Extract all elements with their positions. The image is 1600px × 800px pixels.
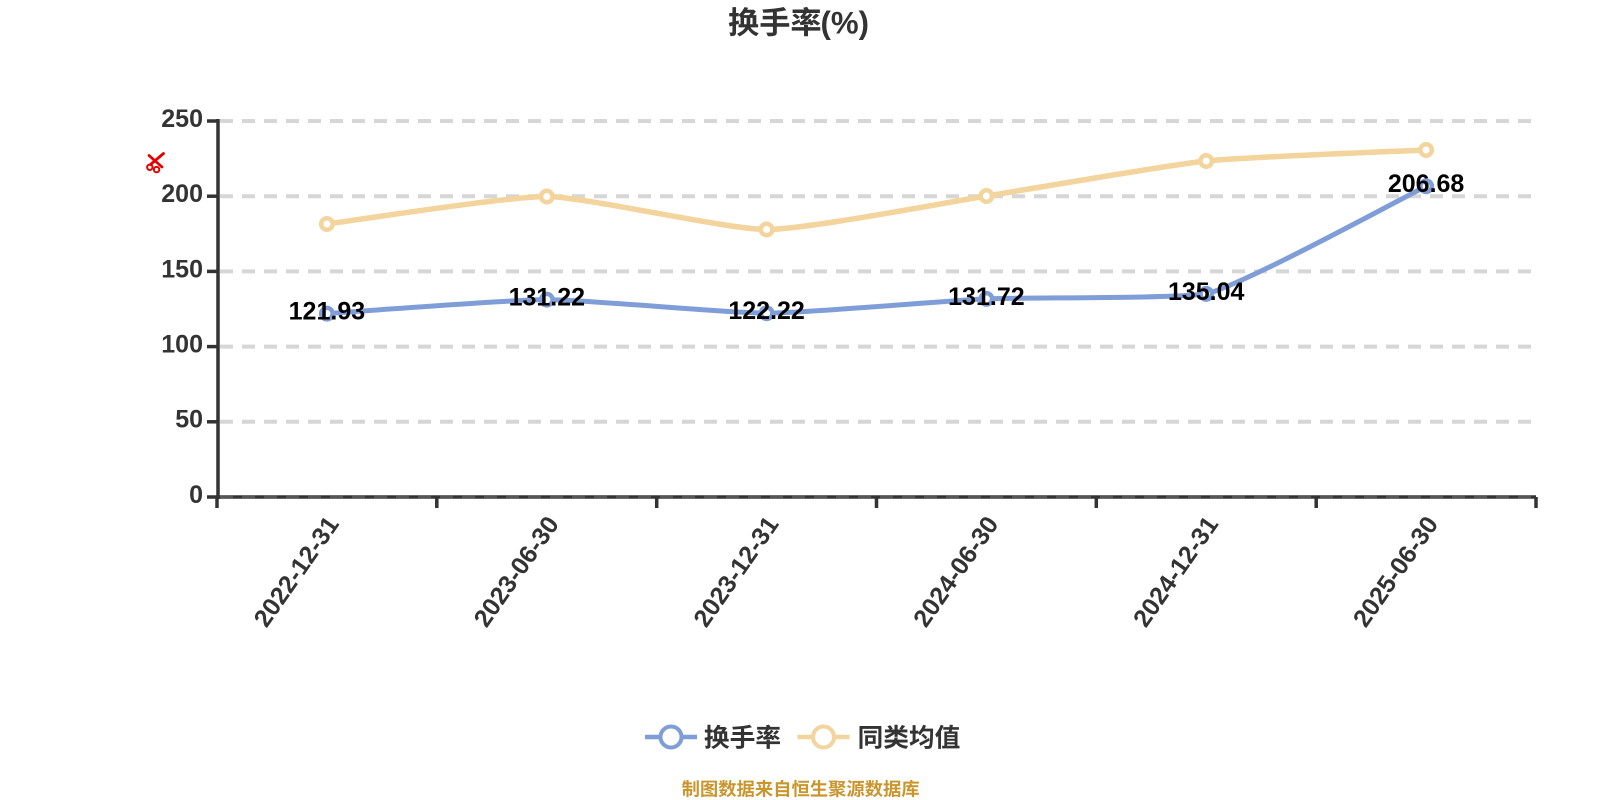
svg-text:122.22: 122.22	[728, 297, 804, 325]
svg-text:0: 0	[189, 481, 203, 509]
svg-text:50: 50	[175, 406, 203, 434]
svg-text:135.04: 135.04	[1168, 278, 1245, 306]
svg-text:131.72: 131.72	[948, 283, 1024, 311]
svg-text:100: 100	[161, 331, 203, 359]
svg-text:250: 250	[161, 105, 203, 133]
svg-text:150: 150	[161, 255, 203, 283]
svg-text:131.22: 131.22	[509, 284, 585, 312]
svg-text:121.93: 121.93	[289, 298, 365, 326]
svg-text:200: 200	[161, 180, 203, 208]
svg-text:(%): (%)	[821, 6, 870, 41]
svg-text:206.68: 206.68	[1388, 170, 1465, 198]
